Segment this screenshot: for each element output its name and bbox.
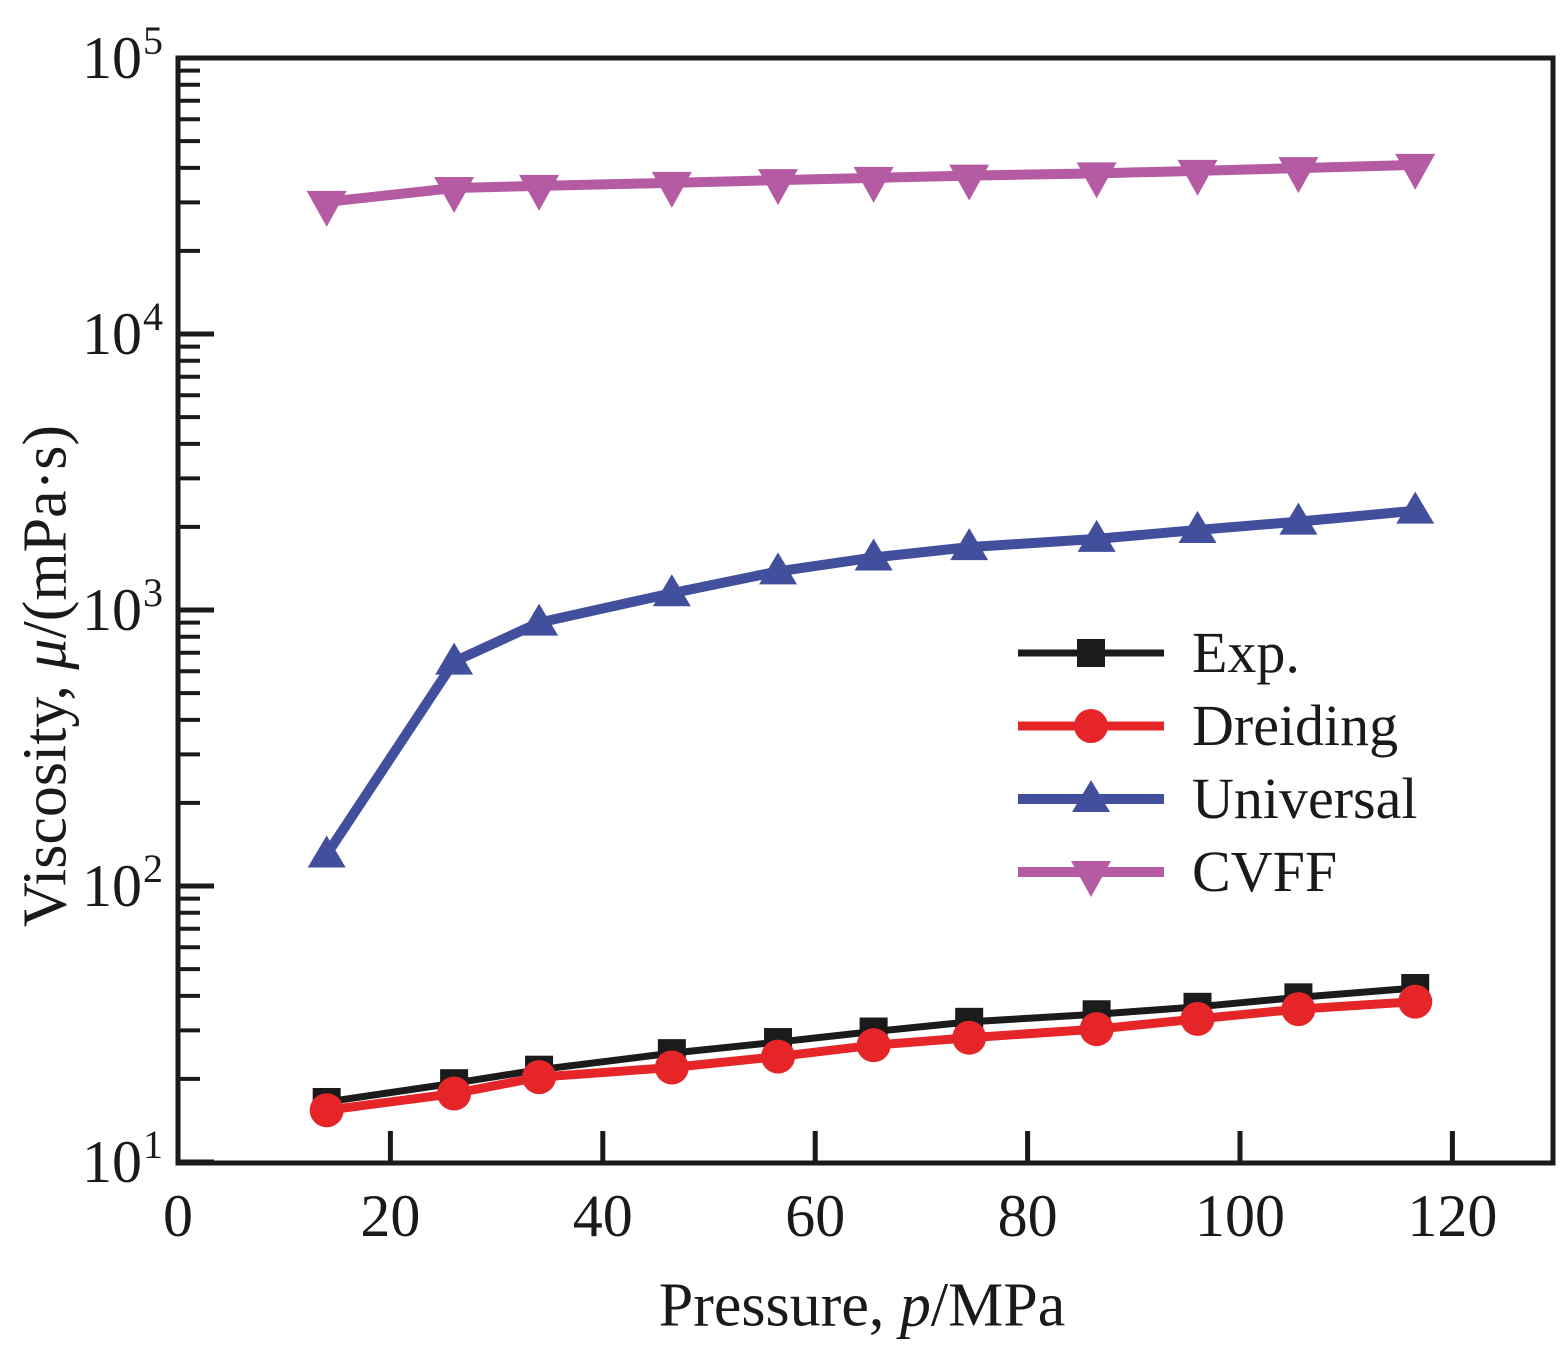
marker-triangle-up [1077, 519, 1116, 552]
marker-triangle-up [950, 528, 989, 561]
x-axis-unit: /MPa [930, 1271, 1066, 1340]
marker-triangle-down [1177, 159, 1218, 196]
marker-triangle-up [652, 574, 691, 607]
marker-triangle-up [854, 538, 893, 571]
x-axis-title-text: Pressure, [658, 1271, 900, 1340]
legend-label: Exp. [1192, 619, 1300, 685]
legend-item-exp: Exp. [1016, 616, 1418, 689]
legend-marker-triangle-up [1072, 779, 1110, 812]
marker-triangle-up [435, 642, 474, 675]
marker-circle [522, 1060, 557, 1095]
x-tick-label: 60 [785, 1183, 846, 1249]
marker-circle [1398, 984, 1433, 1019]
x-tick-label: 120 [1407, 1183, 1498, 1249]
y-tick-label: 105 [0, 18, 163, 95]
y-tick-base: 10 [82, 1129, 142, 1195]
marker-circle [761, 1039, 796, 1074]
marker-triangle-down [306, 190, 347, 227]
marker-triangle-up [1178, 510, 1217, 543]
marker-triangle-down [853, 166, 894, 203]
marker-triangle-up [520, 603, 559, 636]
marker-circle [654, 1050, 689, 1085]
marker-circle [309, 1093, 344, 1128]
y-tick-exponent: 1 [143, 1122, 163, 1167]
y-tick-base: 10 [82, 853, 142, 919]
y-tick-label: 104 [0, 294, 163, 371]
y-tick-base: 10 [82, 301, 142, 367]
legend-marker-circle [1074, 708, 1108, 743]
legend-swatch [1018, 860, 1164, 897]
legend-item-cvff: CVFF [1016, 835, 1418, 908]
marker-triangle-up [1279, 502, 1318, 535]
marker-circle [1281, 992, 1316, 1027]
marker-triangle-up [1396, 491, 1435, 524]
y-tick-label: 101 [0, 1122, 163, 1199]
x-axis-title: Pressure, p/MPa [659, 1271, 1065, 1342]
legend-item-universal: Universal [1016, 762, 1418, 835]
marker-circle [856, 1028, 891, 1063]
marker-triangle-down [1278, 157, 1319, 194]
x-tick-label: 40 [572, 1183, 633, 1249]
legend-marker-square [1077, 638, 1105, 667]
marker-triangle-up [759, 552, 798, 585]
legend-label: CVFF [1192, 838, 1338, 904]
marker-triangle-down [949, 164, 990, 201]
x-tick-label: 80 [997, 1183, 1058, 1249]
legend-label: Dreiding [1192, 692, 1399, 758]
marker-triangle-down [758, 169, 799, 206]
y-axis-symbol-mu: μ [11, 638, 80, 670]
legend: Exp. Dreiding Universal CVFF [1016, 616, 1418, 908]
marker-triangle-down [434, 177, 475, 214]
legend-swatch [1018, 779, 1164, 812]
legend-swatch [1018, 708, 1164, 743]
marker-triangle-down [651, 171, 692, 208]
y-tick-exponent: 2 [143, 846, 163, 891]
legend-marker-triangle-down [1071, 860, 1111, 897]
y-tick-base: 10 [82, 25, 142, 91]
marker-triangle-down [519, 174, 560, 211]
x-tick-label: 100 [1195, 1183, 1285, 1249]
y-tick-label: 103 [0, 570, 163, 647]
marker-triangle-down [1076, 162, 1117, 199]
marker-circle [437, 1076, 472, 1111]
legend-item-dreiding: Dreiding [1016, 689, 1418, 762]
y-tick-exponent: 3 [143, 570, 163, 615]
y-axis-title: Viscosity, μ/(mPa·s) [11, 425, 82, 927]
axes-frame [175, 55, 1556, 1166]
marker-triangle-down [1395, 153, 1436, 190]
legend-label: Universal [1192, 765, 1418, 831]
marker-triangle-up [307, 835, 346, 868]
x-tick-label: 0 [163, 1183, 193, 1249]
x-axis-symbol-p: p [899, 1271, 931, 1340]
marker-circle [952, 1020, 987, 1055]
y-tick-exponent: 4 [143, 294, 163, 339]
x-tick-label: 20 [360, 1183, 421, 1249]
legend-swatch [1018, 638, 1164, 667]
marker-circle [1180, 1001, 1215, 1036]
marker-circle [1079, 1012, 1114, 1047]
y-tick-exponent: 5 [143, 18, 163, 63]
y-axis-title-text: Viscosity, [11, 669, 80, 928]
y-axis-unit: /(mPa·s) [11, 424, 80, 639]
y-tick-base: 10 [82, 577, 142, 643]
y-tick-label: 102 [0, 846, 163, 923]
